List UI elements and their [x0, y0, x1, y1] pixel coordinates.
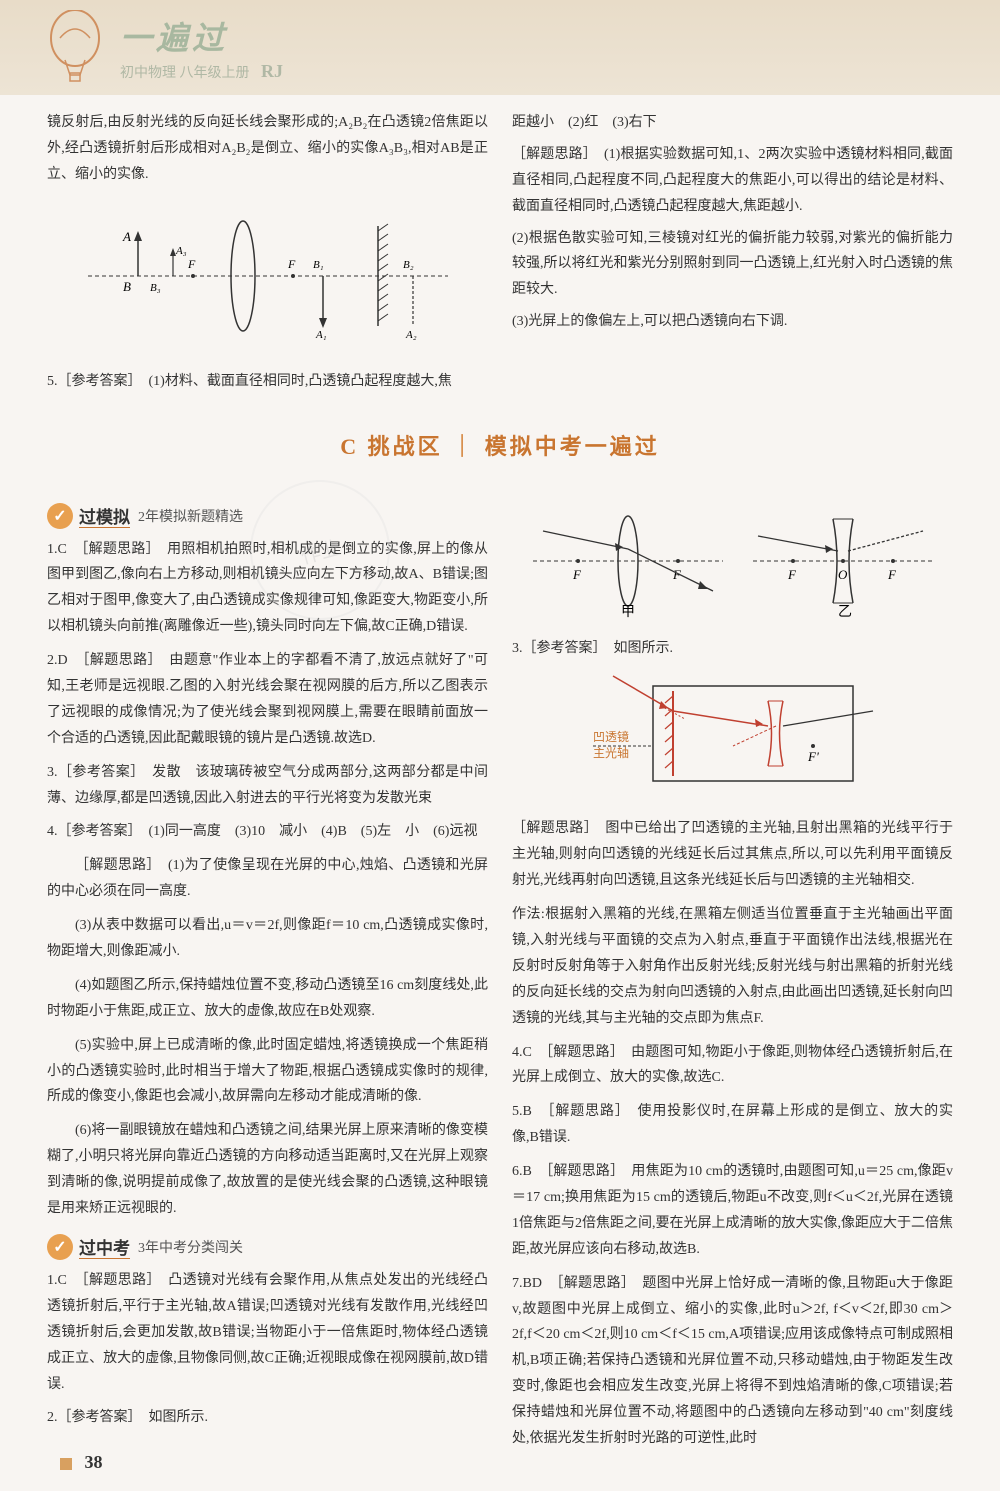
right-q6: 6.B ［解题思路］ 用焦距为10 cm的透镜时,由题图可知,u＝25 cm,像… [512, 1159, 953, 1263]
svg-text:F: F [887, 567, 897, 582]
right-q5: 5.B ［解题思路］ 使用投影仪时,在屏幕上形成的是倒立、放大的实像,B错误. [512, 1099, 953, 1151]
zhongkao-header: 过中考 3年中考分类闯关 [47, 1234, 488, 1260]
page-number: 38 [60, 1452, 103, 1473]
svg-text:乙: 乙 [838, 604, 852, 620]
left-q2: 2.D ［解题思路］ 由题意"作业本上的字都看不清了,放远点就好了"可知,王老师… [47, 648, 488, 752]
section-c-sub: 模拟中考一遍过 [485, 434, 660, 459]
header-title-block: 一遍过 初中物理 八年级上册 RJ [120, 13, 283, 82]
svg-text:F: F [187, 257, 196, 271]
two-lens-diagram: F F 甲 F O F 乙 [512, 501, 953, 626]
left-q4e4: (4)如题图乙所示,保持蜡烛位置不变,移动凸透镜至16 cm刻度线处,此时物距小… [47, 973, 488, 1025]
svg-text:F: F [787, 567, 797, 582]
svg-text:B₂: B₂ [403, 259, 414, 271]
svg-text:甲: 甲 [621, 605, 635, 620]
top-right-column: 距越小 (2)红 (3)右下 ［解题思路］ (1)根据实验数据可知,1、2两次实… [500, 110, 965, 401]
lens-diagram-top: A B A₃ B₃ F F B₁ A₁ B₂ A₂ [47, 198, 488, 359]
moni-title: 过模拟 [79, 503, 130, 528]
svg-text:F: F [572, 567, 582, 582]
left-q4e3: (3)从表中数据可以看出,u＝v＝2f,则像距f＝10 cm,凸透镜成实像时,物… [47, 913, 488, 965]
svg-text:主光轴: 主光轴 [593, 745, 629, 760]
main-left-column: 过模拟 2年模拟新题精选 1.C ［解题思路］ 用照相机拍照时,相机成的是倒立的… [35, 491, 500, 1460]
top-right-p4: (3)光屏上的像偏左上,可以把凸透镜向右下调. [512, 309, 953, 335]
svg-text:B₁: B₁ [313, 259, 324, 271]
svg-text:B: B [123, 279, 131, 294]
header-rj-badge: RJ [261, 61, 283, 81]
right-q3e: ［解题思路］ 图中已给出了凹透镜的主光轴,且射出黑箱的光线平行于主光轴,则射向凹… [512, 816, 953, 894]
leftb-q2: 2.［参考答案］ 如图所示. [47, 1405, 488, 1431]
svg-text:凹透镜: 凹透镜 [593, 729, 629, 744]
top-right-p1: 距越小 (2)红 (3)右下 [512, 110, 953, 136]
page-square-icon [60, 1458, 72, 1470]
header-sub-text: 初中物理 八年级上册 [120, 66, 250, 81]
top-left-q5: 5.［参考答案］ (1)材料、截面直径相同时,凸透镜凸起程度越大,焦 [47, 369, 488, 395]
section-c-title: C 挑战区 ｜ 模拟中考一遍过 [0, 429, 1000, 461]
svg-text:A₂: A₂ [405, 329, 417, 341]
leftb-q1: 1.C ［解题思路］ 凸透镜对光线有会聚作用,从焦点处发出的光线经凸透镜折射后,… [47, 1268, 488, 1397]
right-q3f: 作法:根据射入黑箱的光线,在黑箱左侧适当位置垂直于主光轴画出平面镜,入射光线与平… [512, 902, 953, 1031]
moni-desc: 2年模拟新题精选 [138, 506, 243, 526]
left-q3: 3.［参考答案］ 发散 该玻璃砖被空气分成两部分,这两部分都是中间薄、边缘厚,都… [47, 760, 488, 812]
main-content-row: 过模拟 2年模拟新题精选 1.C ［解题思路］ 用照相机拍照时,相机成的是倒立的… [0, 476, 1000, 1470]
left-q4e: ［解题思路］ (1)为了使像呈现在光屏的中心,烛焰、凸透镜和光屏的中心必须在同一… [47, 853, 488, 905]
right-q7: 7.BD ［解题思路］ 题图中光屏上恰好成一清晰的像,且物距u大于像距v,故题图… [512, 1271, 953, 1452]
check-icon [47, 503, 73, 529]
section-c-main: C 挑战区 [340, 434, 442, 459]
header-subtitle: 初中物理 八年级上册 RJ [120, 61, 283, 82]
svg-text:F': F' [807, 749, 819, 764]
page-num-text: 38 [85, 1452, 103, 1472]
svg-text:F: F [287, 257, 296, 271]
svg-text:A: A [122, 229, 131, 244]
section-c-divider: ｜ [451, 434, 476, 459]
left-q4: 4.［参考答案］ (1)同一高度 (3)10 减小 (4)B (5)左 小 (6… [47, 819, 488, 845]
top-right-p3: (2)根据色散实验可知,三棱镜对红光的偏折能力较弱,对紫光的偏折能力较强,所以将… [512, 226, 953, 304]
top-right-p2: ［解题思路］ (1)根据实验数据可知,1、2两次实验中透镜材料相同,截面直径相同… [512, 142, 953, 220]
left-q4e5: (5)实验中,屏上已成清晰的像,此时固定蜡烛,将透镜换成一个焦距稍小的凸透镜实验… [47, 1033, 488, 1111]
main-right-column: F F 甲 F O F 乙 3.［参考答案］ 如图所示. [500, 491, 965, 1460]
check-icon-2 [47, 1234, 73, 1260]
right-q4: 4.C ［解题思路］ 由题图可知,物距小于像距,则物体经凸透镜折射后,在光屏上成… [512, 1040, 953, 1092]
top-content-row: 镜反射后,由反射光线的反向延长线会聚形成的;A₂B₂在凸透镜2倍焦距以外,经凸透… [0, 95, 1000, 411]
left-q4e6: (6)将一副眼镜放在蜡烛和凸透镜之间,结果光屏上原来清晰的像变模糊了,小明只将光… [47, 1118, 488, 1222]
svg-text:B₃: B₃ [150, 282, 161, 294]
svg-text:A₃: A₃ [175, 245, 187, 257]
balloon-icon [40, 10, 110, 85]
right-q3ans: 3.［参考答案］ 如图所示. [512, 636, 953, 662]
top-left-p1: 镜反射后,由反射光线的反向延长线会聚形成的;A₂B₂在凸透镜2倍焦距以外,经凸透… [47, 110, 488, 188]
header-main-title: 一遍过 [120, 13, 283, 59]
svg-text:A₁: A₁ [315, 329, 327, 341]
zhongkao-desc: 3年中考分类闯关 [138, 1237, 243, 1257]
concave-box-diagram: 凹透镜 主光轴 F' [512, 671, 953, 806]
svg-text:O: O [838, 567, 848, 582]
page-header: 一遍过 初中物理 八年级上册 RJ [0, 0, 1000, 95]
top-left-column: 镜反射后,由反射光线的反向延长线会聚形成的;A₂B₂在凸透镜2倍焦距以外,经凸透… [35, 110, 500, 401]
zhongkao-title: 过中考 [79, 1234, 130, 1259]
